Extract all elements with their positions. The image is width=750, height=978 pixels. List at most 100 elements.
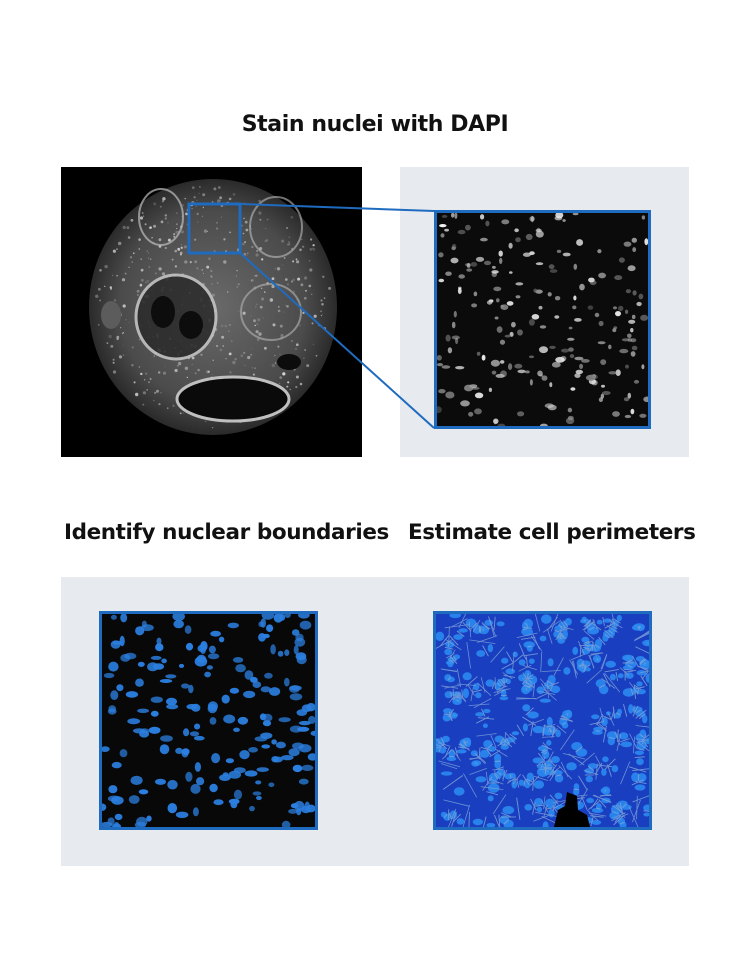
nucleus-dot [535,262,544,266]
step-title-estimate: Estimate cell perimeters [408,520,696,545]
cell-boundary-segment [468,812,470,827]
nucleus-dot [437,363,444,367]
cell-boundary-segment [457,683,476,686]
cell-nucleus [541,614,552,624]
cell-boundary-segment [493,770,501,780]
nucleus-dot [445,334,451,342]
cell-boundary-segment [522,716,537,726]
cell-boundary-segment [456,699,459,702]
segmented-nucleus [304,801,310,811]
cell-boundary-segment [589,721,604,725]
tissue-speckle [154,391,157,394]
tissue-speckle [219,196,223,200]
tissue-speckle [128,321,130,323]
tissue-speckle [110,288,112,290]
cell-boundary-segment [635,725,649,728]
nucleus-dot [445,271,452,276]
cell-boundary-segment [541,683,548,693]
cell-boundary-segment [559,718,573,722]
cell-boundary-segment [598,684,606,689]
tissue-speckle [328,286,332,290]
cell-boundary-segment [635,709,647,719]
nucleus-dot [632,290,637,296]
segmented-nucleus [188,684,194,694]
tissue-speckle [122,354,125,356]
cell-boundary-segment [639,658,647,665]
cell-nucleus [539,635,547,642]
segmented-nucleus [209,717,217,725]
cell-nucleus [524,804,533,811]
segmented-nucleus [298,778,309,785]
segmented-nucleus [156,637,162,645]
segmented-nucleus [239,750,250,760]
cell-boundary-segment [560,729,575,751]
tissue-speckle [247,355,251,360]
segmented-nucleus [260,618,266,628]
cell-boundary-segment [448,755,455,758]
segmented-nucleus [159,679,173,683]
tissue-speckle [228,352,232,356]
segmented-nucleus [120,614,128,623]
cell-boundary-segment [470,687,474,702]
tissue-speckle [179,412,182,415]
tissue-speckle [138,238,141,241]
cell-boundary-segment [547,751,554,763]
tissue-speckle [254,275,256,277]
tissue-speckle [121,332,124,335]
cell-nucleus [501,657,509,664]
cell-boundary-segment [532,777,534,791]
cell-boundary-segment [500,812,512,818]
segmented-nucleus [172,614,185,621]
segmented-nucleus [260,732,273,739]
tissue-speckle [312,343,314,345]
tissue-speckle [286,283,289,286]
tissue-speckle [264,240,266,242]
cell-boundary-segment [474,753,486,765]
segmented-nucleus [298,614,310,619]
cell-boundary-segment [530,721,534,736]
tissue-speckle [196,212,199,216]
tissue-speckle [183,245,187,249]
cell-boundary-segment [549,794,559,805]
tissue-speckle [289,388,291,391]
segmented-nucleus [210,630,221,637]
cell-boundary-segment [530,635,543,651]
cell-boundary-segment [639,713,646,720]
cell-nucleus [526,772,534,781]
nucleus-dot [594,312,600,318]
cell-boundary-segment [562,722,567,725]
nucleus-dot [569,354,575,359]
cell-boundary-segment [543,796,546,810]
cell-boundary-segment [582,660,584,667]
nucleus-dot [623,241,632,247]
segmented-nucleus [130,775,143,785]
cell-boundary-segment [607,711,615,726]
nucleus-dot [514,228,519,233]
segmented-nucleus [235,664,246,673]
tissue-speckle [202,206,205,209]
cell-boundary-segment [641,671,649,680]
nucleus-dot [627,392,632,399]
tissue-speckle [217,186,221,189]
cell-nucleus [590,644,601,652]
cell-boundary-segment [582,641,592,646]
cell-boundary-segment [502,672,513,680]
tissue-speckle [212,427,214,429]
tissue-speckle [135,392,139,397]
tissue-speckle [122,304,126,308]
nucleus-dot [556,249,562,253]
segmented-nucleus [264,672,273,679]
cell-boundary-segment [535,811,561,818]
nucleus-dot [631,237,637,243]
segmented-nucleus [161,658,167,664]
cell-boundary-segment [506,651,514,664]
nucleus-dot [597,341,606,345]
tissue-speckle [212,359,214,362]
nucleus-dot [574,373,581,378]
cell-boundary-segment [612,706,616,719]
cell-nucleus [585,667,591,672]
nucleus-dot [515,282,524,286]
cell-boundary-segment [552,800,566,803]
tissue-speckle [182,204,185,207]
tissue-speckle [228,330,230,333]
